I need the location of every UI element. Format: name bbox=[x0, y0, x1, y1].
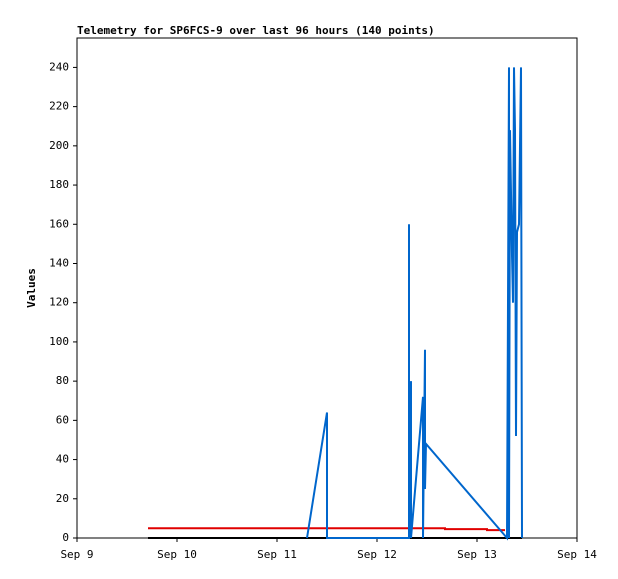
x-tick-label: Sep 12 bbox=[357, 548, 397, 561]
series-line bbox=[148, 527, 505, 532]
y-tick-label: 20 bbox=[56, 492, 69, 505]
y-tick-label: 200 bbox=[49, 139, 69, 152]
x-tick-label: Sep 14 bbox=[557, 548, 597, 561]
x-tick-label: Sep 9 bbox=[60, 548, 93, 561]
series-line bbox=[306, 67, 523, 541]
y-tick-label: 40 bbox=[56, 453, 69, 466]
x-tick-label: Sep 10 bbox=[157, 548, 197, 561]
y-tick-label: 220 bbox=[49, 100, 69, 113]
y-tick-label: 0 bbox=[62, 531, 69, 544]
y-tick-label: 180 bbox=[49, 178, 69, 191]
y-tick-label: 240 bbox=[49, 60, 69, 73]
x-tick-label: Sep 11 bbox=[257, 548, 297, 561]
y-tick-label: 80 bbox=[56, 374, 69, 387]
y-tick-label: 60 bbox=[56, 413, 69, 426]
y-axis-label: Values bbox=[25, 268, 38, 308]
x-tick-label: Sep 13 bbox=[457, 548, 497, 561]
chart-title: Telemetry for SP6FCS-9 over last 96 hour… bbox=[77, 24, 435, 37]
y-tick-label: 140 bbox=[49, 256, 69, 269]
y-tick-label: 100 bbox=[49, 335, 69, 348]
y-tick-label: 120 bbox=[49, 296, 69, 309]
y-tick-label: 160 bbox=[49, 217, 69, 230]
